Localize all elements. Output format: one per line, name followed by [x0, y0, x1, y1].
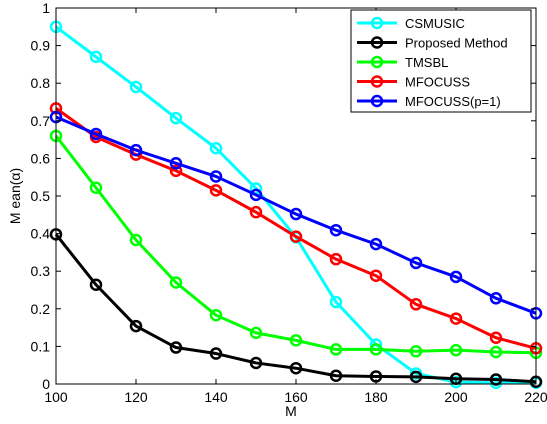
data-point [249, 326, 263, 340]
data-point [169, 341, 183, 354]
data-point [449, 270, 463, 284]
legend-item: TMSBL [357, 55, 448, 70]
y-axis-label: M ean(α) [7, 168, 23, 224]
data-point [409, 256, 423, 270]
axes-layer: 100 120 140 160 180 200 220 0 0.1 0.2 0.3 0.4 0.5 0.6… [31, 0, 547, 405]
x-tick-label: 100 [44, 389, 68, 405]
data-point [329, 369, 343, 382]
legend-swatch-marker [370, 94, 384, 108]
data-point [169, 157, 183, 170]
data-point [409, 345, 423, 358]
y-tick-label: 0.3 [31, 263, 51, 279]
y-tick-label: 1 [42, 0, 50, 16]
data-point [129, 80, 143, 94]
legend-swatch-marker [370, 75, 384, 88]
x-tick-label: 220 [524, 389, 547, 405]
data-point [89, 181, 103, 194]
data-point [209, 347, 223, 360]
data-point [289, 334, 303, 347]
data-point [209, 141, 223, 155]
data-point [169, 276, 183, 289]
data-point [249, 205, 263, 219]
legend-label: MFOCUSS [405, 75, 470, 90]
legend-item: MFOCUSS(p=1) [357, 94, 501, 109]
series-1 [49, 228, 543, 388]
data-point [489, 345, 503, 359]
data-point [489, 331, 503, 345]
data-point [329, 295, 343, 309]
data-point [209, 170, 223, 183]
y-tick-label: 0.9 [31, 38, 51, 54]
legend-swatch-marker [370, 55, 384, 69]
data-point [209, 308, 223, 322]
data-point [129, 143, 143, 157]
y-tick-label: 0 [42, 376, 50, 392]
data-point [249, 356, 263, 370]
x-tick-label: 180 [364, 389, 388, 405]
x-tick-label: 140 [204, 389, 228, 405]
data-point [89, 127, 103, 141]
x-tick-label: 160 [284, 389, 308, 405]
y-tick-label: 0.7 [31, 113, 51, 129]
data-point [289, 361, 303, 375]
legend-swatch-marker [370, 36, 384, 49]
y-tick-label: 0.8 [31, 75, 51, 91]
series-line [55, 115, 537, 315]
data-point [169, 164, 183, 178]
legend-item: CSMUSIC [357, 16, 465, 31]
legend-label: Proposed Method [405, 36, 508, 51]
series-layer [49, 20, 543, 390]
y-tick-label: 0.4 [31, 226, 51, 242]
data-point [289, 230, 303, 243]
legend-label: TMSBL [405, 55, 448, 70]
y-tick-label: 0.5 [31, 188, 51, 204]
legend-swatch-marker [370, 16, 384, 30]
data-point [369, 237, 383, 251]
data-point [249, 188, 263, 202]
data-point [449, 312, 463, 325]
y-tick-label: 0.6 [31, 150, 51, 166]
legend-item: Proposed Method [357, 36, 508, 51]
data-point [489, 292, 503, 305]
data-point [169, 111, 183, 125]
data-point [89, 278, 103, 291]
x-tick-label: 120 [124, 389, 148, 405]
data-point [289, 207, 303, 221]
legend: CSMUSIC Proposed Method TMSBL MFOCUSS MFOCUS… [350, 9, 532, 113]
y-tick-label: 0.1 [31, 338, 51, 354]
data-point [449, 343, 463, 357]
data-point [409, 370, 423, 384]
data-point [129, 233, 143, 247]
data-point [89, 50, 103, 64]
series-line [54, 233, 537, 384]
legend-label: MFOCUSS(p=1) [405, 94, 501, 109]
x-axis-label: M [285, 403, 297, 419]
data-point [409, 298, 423, 311]
series-2 [49, 129, 543, 360]
data-point [369, 269, 383, 282]
data-point [329, 343, 343, 356]
data-point [329, 252, 343, 266]
data-point [209, 184, 223, 197]
y-tick-label: 0.2 [31, 301, 51, 317]
legend-label: CSMUSIC [405, 16, 465, 31]
x-tick-label: 200 [444, 389, 468, 405]
series-4 [49, 110, 543, 320]
legend-item: MFOCUSS [357, 75, 470, 90]
series-line [54, 134, 537, 355]
data-point [329, 223, 343, 237]
data-point [369, 343, 383, 356]
data-point [129, 319, 143, 333]
